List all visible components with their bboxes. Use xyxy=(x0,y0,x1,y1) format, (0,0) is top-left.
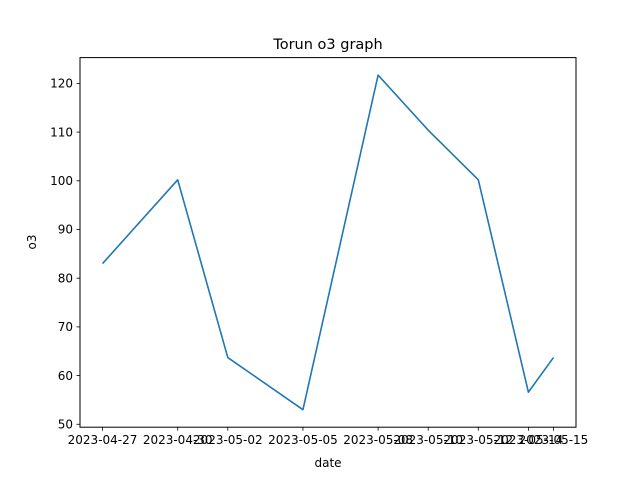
y-tick-label: 80 xyxy=(58,271,73,285)
y-axis-label: o3 xyxy=(25,235,39,250)
y-tick-label: 100 xyxy=(50,174,73,188)
y-tick-label: 120 xyxy=(50,77,73,91)
x-tick-label: 2023-05-14 xyxy=(494,433,564,447)
y-tick-label: 110 xyxy=(50,125,73,139)
plot-area: 50 60 70 80 90 100 110 120 2023-04-27 2023-04-30… xyxy=(50,57,589,447)
y-tick-label: 50 xyxy=(58,417,73,431)
x-tick-label: 2023-05-12 xyxy=(443,433,513,447)
x-axis-label: date xyxy=(314,456,341,470)
x-tick-label: 2023-05-10 xyxy=(393,433,463,447)
y-tick-label: 70 xyxy=(58,320,73,334)
o3-series-line xyxy=(101,74,555,411)
y-axis: 50 60 70 80 90 100 110 120 xyxy=(50,77,80,431)
x-tick-label: 2023-05-05 xyxy=(268,433,338,447)
x-tick-label: 2023-05-08 xyxy=(343,433,413,447)
x-tick-label: 2023-05-02 xyxy=(193,433,263,447)
chart-title: Torun o3 graph xyxy=(272,37,382,53)
y-tick-label: 60 xyxy=(58,369,73,383)
x-tick-label: 2023-04-30 xyxy=(143,433,213,447)
x-tick-label: 2023-04-27 xyxy=(68,433,138,447)
x-tick-label: 2023-05-15 xyxy=(519,433,589,447)
y-tick-label: 90 xyxy=(58,223,73,237)
axes-frame xyxy=(79,57,577,428)
